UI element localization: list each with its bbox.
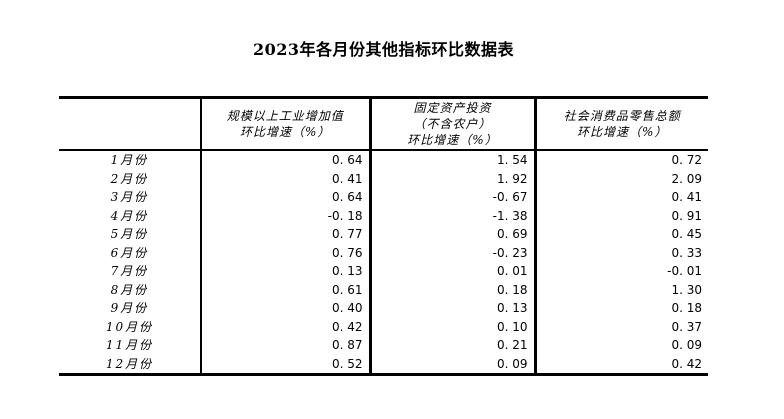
month-cell: 11月份 [59, 336, 202, 355]
table-row: 5月份 0. 77 0. 69 0. 45 [59, 225, 708, 244]
investment-value-cell: 0. 18 [370, 280, 537, 299]
table-row: 12月份 0. 52 0. 09 0. 42 [59, 354, 708, 375]
retail-value-cell: 0. 33 [671, 245, 702, 260]
header-retail-cell: 社会消费品零售总额 环比增速（%） [535, 97, 708, 151]
month-cell: 2月份 [59, 169, 202, 188]
table-row: 7月份 0. 13 0. 01 -0. 01 [59, 262, 708, 281]
industrial-value-cell: 0. 64 [201, 150, 372, 170]
page-title: 2023年各月份其他指标环比数据表 [252, 40, 515, 59]
month-cell: 12月份 [59, 354, 202, 375]
retail-value-cell: 0. 45 [671, 227, 702, 241]
table-row: 9月份 0. 40 0. 13 0. 18 [59, 299, 708, 318]
industrial-value-cell: 0. 42 [201, 317, 372, 336]
investment-value-cell: 1. 54 [370, 150, 537, 170]
table-row: 1月份 0. 64 1. 54 0. 72 [59, 150, 708, 170]
industrial-value-cell: 0. 13 [201, 262, 372, 281]
header-row: 规模以上工业增加值 环比增速（%） 固定资产投资 （不含农户） 环比增速（%） … [59, 97, 708, 151]
table-row: 11月份 0. 87 0. 21 0. 09 [59, 336, 708, 355]
retail-value-cell: 0. 41 [671, 190, 702, 204]
industrial-value-cell: -0. 18 [201, 206, 372, 225]
header-industrial-line2: 环比增速（%） [240, 125, 331, 139]
industrial-value-cell: 0. 61 [201, 280, 372, 299]
investment-value-cell: 0. 10 [370, 317, 537, 336]
retail-value-cell: 1. 30 [671, 282, 702, 297]
industrial-value-cell: 0. 64 [201, 188, 372, 207]
retail-value-cell: -0. 01 [667, 264, 702, 278]
industrial-value-cell: 0. 40 [201, 299, 372, 318]
table-header: 规模以上工业增加值 环比增速（%） 固定资产投资 （不含农户） 环比增速（%） … [59, 97, 708, 151]
header-investment-line2: （不含农户） [413, 117, 492, 131]
header-retail-line2: 环比增速（%） [577, 125, 668, 139]
table-body: 1月份 0. 64 1. 54 0. 72 2月份 0. 41 1. 92 2. 09 3月份 0… [59, 150, 708, 375]
investment-value-cell: 0. 01 [370, 262, 537, 281]
table-row: 4月份 -0. 18 -1. 38 0. 91 [59, 206, 708, 225]
month-cell: 1月份 [59, 150, 202, 170]
month-cell: 4月份 [59, 206, 202, 225]
table-row: 2月份 0. 41 1. 92 2. 09 [59, 169, 708, 188]
industrial-value-cell: 0. 87 [201, 336, 372, 355]
header-retail-line1: 社会消费品零售总额 [563, 109, 681, 123]
investment-value-cell: 0. 69 [370, 225, 537, 244]
retail-value-cell: 0. 72 [671, 153, 702, 167]
month-cell: 3月份 [59, 188, 202, 207]
data-table: 规模以上工业增加值 环比增速（%） 固定资产投资 （不含农户） 环比增速（%） … [59, 96, 708, 376]
month-cell: 5月份 [59, 225, 202, 244]
retail-value-cell: 0. 42 [671, 356, 702, 371]
table-row: 8月份 0. 61 0. 18 1. 30 [59, 280, 708, 299]
month-cell: 6月份 [59, 243, 202, 262]
industrial-value-cell: 0. 76 [201, 243, 372, 262]
header-industrial-line1: 规模以上工业增加值 [226, 109, 344, 123]
month-cell: 7月份 [59, 262, 202, 281]
month-cell: 9月份 [59, 299, 202, 318]
table-row: 10月份 0. 42 0. 10 0. 37 [59, 317, 708, 336]
investment-value-cell: -0. 23 [370, 243, 537, 262]
investment-value-cell: 0. 21 [370, 336, 537, 355]
header-industrial-cell: 规模以上工业增加值 环比增速（%） [201, 97, 372, 151]
industrial-value-cell: 0. 52 [201, 354, 372, 375]
retail-value-cell: 2. 09 [671, 171, 702, 186]
industrial-value-cell: 0. 77 [201, 225, 372, 244]
investment-value-cell: -0. 67 [370, 188, 537, 207]
table-row: 3月份 0. 64 -0. 67 0. 41 [59, 188, 708, 207]
month-cell: 8月份 [59, 280, 202, 299]
industrial-value-cell: 0. 41 [201, 169, 372, 188]
retail-value-cell: 0. 18 [671, 301, 702, 315]
table-row: 6月份 0. 76 -0. 23 0. 33 [59, 243, 708, 262]
investment-value-cell: 1. 92 [370, 169, 537, 188]
retail-value-cell: 0. 09 [671, 338, 702, 352]
header-investment-line1: 固定资产投资 [413, 101, 492, 115]
header-investment-cell: 固定资产投资 （不含农户） 环比增速（%） [370, 97, 537, 151]
retail-value-cell: 0. 37 [671, 319, 702, 334]
header-investment-line3: 环比增速（%） [407, 133, 498, 147]
investment-value-cell: 0. 13 [370, 299, 537, 318]
month-cell: 10月份 [59, 317, 202, 336]
retail-value-cell: 0. 91 [671, 208, 702, 223]
header-month-blank-cell [59, 97, 202, 151]
investment-value-cell: -1. 38 [370, 206, 537, 225]
investment-value-cell: 0. 09 [370, 354, 537, 375]
